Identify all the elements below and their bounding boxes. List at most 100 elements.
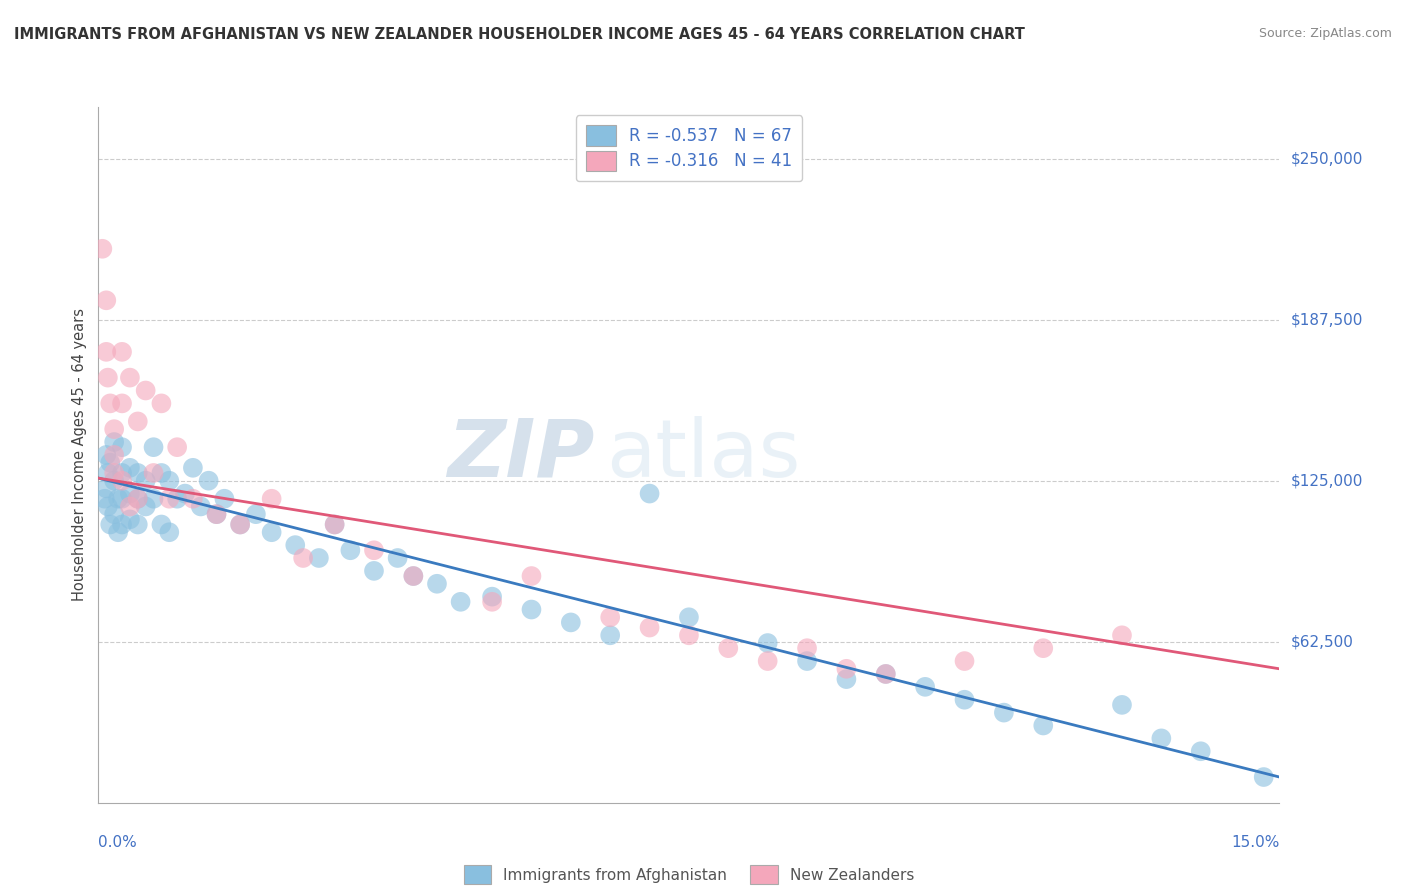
Point: [1111, 628, 1133, 642]
Point: [118, 370, 141, 384]
Point: [260, 525, 283, 540]
Point: [142, 440, 165, 454]
Point: [363, 564, 385, 578]
Point: [205, 507, 228, 521]
Point: [205, 507, 228, 521]
Point: [118, 460, 141, 475]
Point: [835, 672, 858, 686]
Point: [157, 491, 180, 506]
Point: [166, 491, 188, 506]
Point: [127, 517, 149, 532]
Text: 0.0%: 0.0%: [98, 836, 138, 850]
Point: [363, 543, 385, 558]
Point: [387, 551, 409, 566]
Point: [678, 610, 700, 624]
Point: [181, 491, 204, 506]
Point: [284, 538, 307, 552]
Point: [323, 517, 346, 532]
Point: [135, 384, 157, 398]
Point: [91, 242, 114, 256]
Point: [560, 615, 582, 630]
Point: [875, 667, 897, 681]
Point: [599, 610, 621, 624]
Point: [197, 474, 219, 488]
Point: [914, 680, 936, 694]
Point: [111, 466, 134, 480]
Point: [127, 466, 149, 480]
Point: [402, 569, 425, 583]
Point: [107, 491, 129, 506]
Point: [150, 396, 173, 410]
Text: $187,500: $187,500: [1291, 312, 1362, 327]
Point: [118, 512, 141, 526]
Point: [481, 590, 503, 604]
Point: [953, 692, 976, 706]
Point: [103, 474, 125, 488]
Point: [1150, 731, 1173, 746]
Y-axis label: Householder Income Ages 45 - 64 years: Householder Income Ages 45 - 64 years: [72, 309, 87, 601]
Point: [450, 595, 472, 609]
Point: [308, 551, 330, 566]
Point: [142, 491, 165, 506]
Point: [111, 344, 134, 359]
Text: Source: ZipAtlas.com: Source: ZipAtlas.com: [1258, 27, 1392, 40]
Point: [111, 396, 134, 410]
Point: [127, 414, 149, 428]
Point: [520, 569, 543, 583]
Point: [426, 576, 449, 591]
Point: [190, 500, 212, 514]
Point: [142, 466, 165, 480]
Point: [150, 517, 173, 532]
Point: [993, 706, 1015, 720]
Point: [93, 491, 115, 506]
Point: [127, 491, 149, 506]
Point: [103, 422, 125, 436]
Point: [103, 507, 125, 521]
Point: [157, 525, 180, 540]
Point: [97, 466, 120, 480]
Point: [103, 448, 125, 462]
Point: [157, 474, 180, 488]
Point: [953, 654, 976, 668]
Point: [96, 448, 118, 462]
Point: [118, 500, 141, 514]
Point: [111, 491, 134, 506]
Point: [1032, 641, 1054, 656]
Point: [135, 500, 157, 514]
Point: [875, 667, 897, 681]
Point: [135, 474, 157, 488]
Point: [260, 491, 283, 506]
Point: [181, 460, 204, 475]
Point: [111, 517, 134, 532]
Point: [339, 543, 361, 558]
Point: [103, 435, 125, 450]
Text: atlas: atlas: [606, 416, 800, 494]
Point: [214, 491, 236, 506]
Point: [127, 491, 149, 506]
Point: [835, 662, 858, 676]
Point: [756, 636, 779, 650]
Point: [292, 551, 315, 566]
Point: [245, 507, 267, 521]
Point: [103, 466, 125, 480]
Point: [229, 517, 252, 532]
Text: $62,500: $62,500: [1291, 634, 1354, 649]
Point: [756, 654, 779, 668]
Point: [111, 440, 134, 454]
Point: [1253, 770, 1275, 784]
Point: [97, 370, 120, 384]
Point: [1189, 744, 1212, 758]
Point: [1111, 698, 1133, 712]
Point: [1032, 718, 1054, 732]
Point: [599, 628, 621, 642]
Legend: Immigrants from Afghanistan, New Zealanders: Immigrants from Afghanistan, New Zealand…: [457, 859, 921, 890]
Point: [638, 486, 661, 500]
Point: [174, 486, 197, 500]
Point: [638, 621, 661, 635]
Point: [107, 525, 129, 540]
Point: [166, 440, 188, 454]
Text: $125,000: $125,000: [1291, 473, 1362, 488]
Point: [402, 569, 425, 583]
Point: [678, 628, 700, 642]
Point: [98, 456, 121, 470]
